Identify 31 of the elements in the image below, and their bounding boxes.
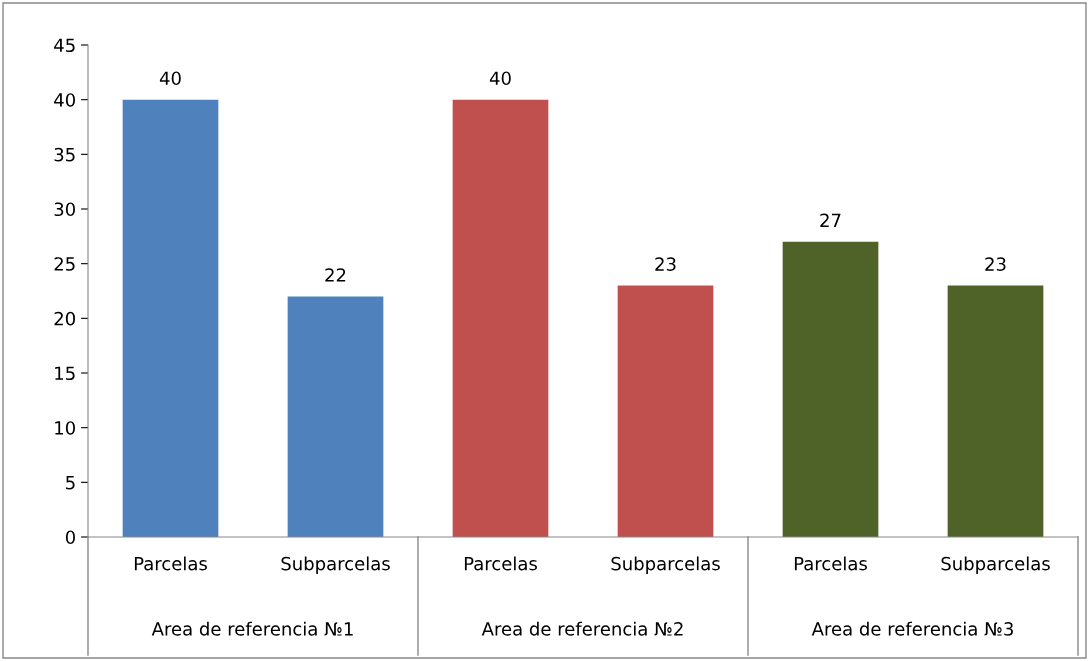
- data-label: 27: [820, 213, 841, 227]
- data-label: 23: [985, 257, 1006, 271]
- bar: [782, 241, 879, 537]
- bar: [947, 285, 1044, 537]
- y-tick-label: 30: [54, 202, 75, 217]
- text: Area de referencia №1: [151, 621, 353, 636]
- bar: [452, 99, 549, 537]
- y-tick-label: 45: [54, 38, 75, 53]
- y-tick-label: 40: [54, 93, 75, 107]
- bar: [617, 285, 714, 537]
- y-tick-label: 35: [54, 147, 75, 162]
- x-tick-label: Subparcelas: [611, 556, 720, 574]
- data-label: 40: [489, 71, 511, 86]
- x-tick-label: Parcelas: [134, 556, 207, 571]
- bar: [287, 296, 384, 537]
- data-label: 22: [325, 268, 346, 282]
- y-tick-label: 0: [65, 530, 75, 545]
- x-tick-label: Parcelas: [464, 556, 537, 571]
- x-tick-label: Parcelas: [794, 556, 867, 571]
- text: Area de referencia №2: [481, 621, 683, 636]
- y-tick-label: 5: [66, 476, 75, 490]
- y-tick-label: 25: [54, 257, 75, 271]
- x-tick-label: Subparcelas: [281, 556, 390, 574]
- y-tick-label: 10: [55, 421, 75, 435]
- x-tick-label: Subparcelas: [941, 556, 1050, 574]
- data-label: 23: [655, 257, 676, 271]
- text: Area de referencia №3: [811, 621, 1013, 636]
- y-tick-label: 20: [54, 311, 75, 326]
- data-label: 40: [159, 71, 181, 86]
- y-tick-label: 15: [55, 366, 75, 381]
- bar: [122, 99, 219, 537]
